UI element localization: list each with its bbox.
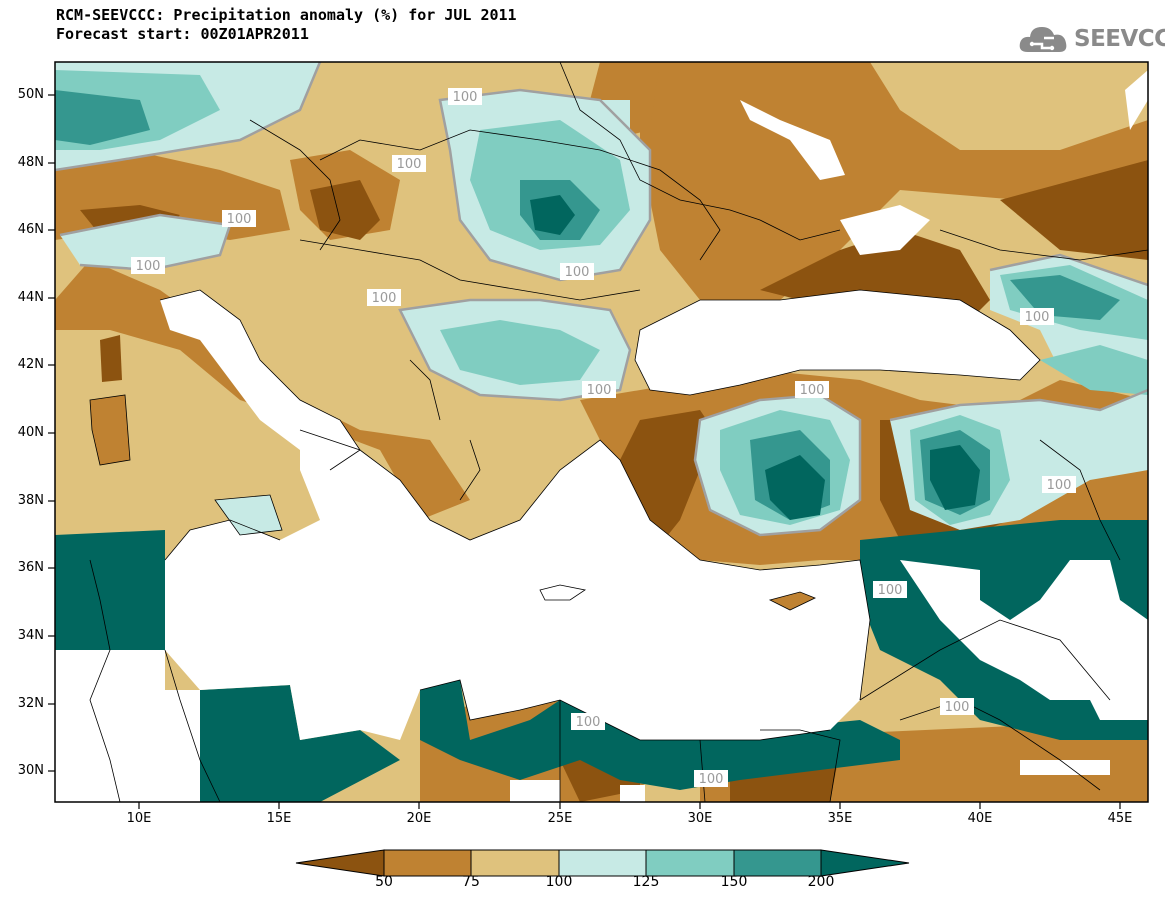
colorbar-label: 125	[632, 874, 660, 890]
lon-label: 40E	[967, 811, 993, 826]
contour-label: 100	[576, 715, 601, 730]
lat-label: 48N	[17, 155, 44, 170]
forecast-start-label: Forecast start: 00Z01APR2011	[56, 25, 309, 43]
lat-label: 40N	[17, 425, 44, 440]
colorbar-label: 200	[807, 874, 835, 890]
map-shading	[55, 62, 1148, 802]
lat-label: 42N	[17, 357, 44, 372]
seevccc-logo: SEEVCCC	[1018, 22, 1165, 56]
contour-label: 100	[1047, 478, 1072, 493]
contour-label: 100	[699, 772, 724, 787]
map-frame	[54, 61, 1149, 803]
lat-label: 38N	[17, 493, 44, 508]
logo-text: SEEVCCC	[1074, 26, 1165, 52]
cloud-icon	[1019, 27, 1067, 52]
contour-label: 100	[1025, 310, 1050, 325]
contour-label: 100	[227, 212, 252, 227]
contour-label: 100	[945, 700, 970, 715]
lat-label: 46N	[17, 222, 44, 237]
lon-label: 35E	[827, 811, 853, 826]
contour-label: 100	[800, 383, 825, 398]
lat-label: 50N	[17, 87, 44, 102]
colorbar-label: 100	[545, 874, 573, 890]
colorbar-label: 75	[462, 874, 480, 890]
colorbar-label: 50	[375, 874, 393, 890]
contour-label: 100	[565, 265, 590, 280]
axis-ticks	[48, 94, 1121, 809]
lat-label: 30N	[17, 763, 44, 778]
lon-label: 45E	[1107, 811, 1133, 826]
lon-label: 25E	[547, 811, 573, 826]
lat-label: 32N	[17, 696, 44, 711]
contour-label: 100	[372, 291, 397, 306]
colorbar	[295, 849, 910, 877]
borders	[89, 61, 1149, 803]
contour-lines	[55, 62, 1148, 537]
map-title: RCM-SEEVCCC: Precipitation anomaly (%) f…	[56, 6, 517, 24]
lat-label: 34N	[17, 628, 44, 643]
contour-label: 100	[878, 583, 903, 598]
colorbar-label: 150	[720, 874, 748, 890]
contour-labels: 100 100 100 100 100 100 100 100 100 100 …	[131, 88, 1076, 787]
lon-label: 15E	[266, 811, 292, 826]
lon-label: 10E	[126, 811, 152, 826]
lon-label: 20E	[406, 811, 432, 826]
lat-label: 44N	[17, 290, 44, 305]
contour-label: 100	[587, 383, 612, 398]
contour-label: 100	[397, 157, 422, 172]
lon-label: 30E	[687, 811, 713, 826]
contour-label: 100	[453, 90, 478, 105]
lat-label: 36N	[17, 560, 44, 575]
contour-label: 100	[136, 259, 161, 274]
